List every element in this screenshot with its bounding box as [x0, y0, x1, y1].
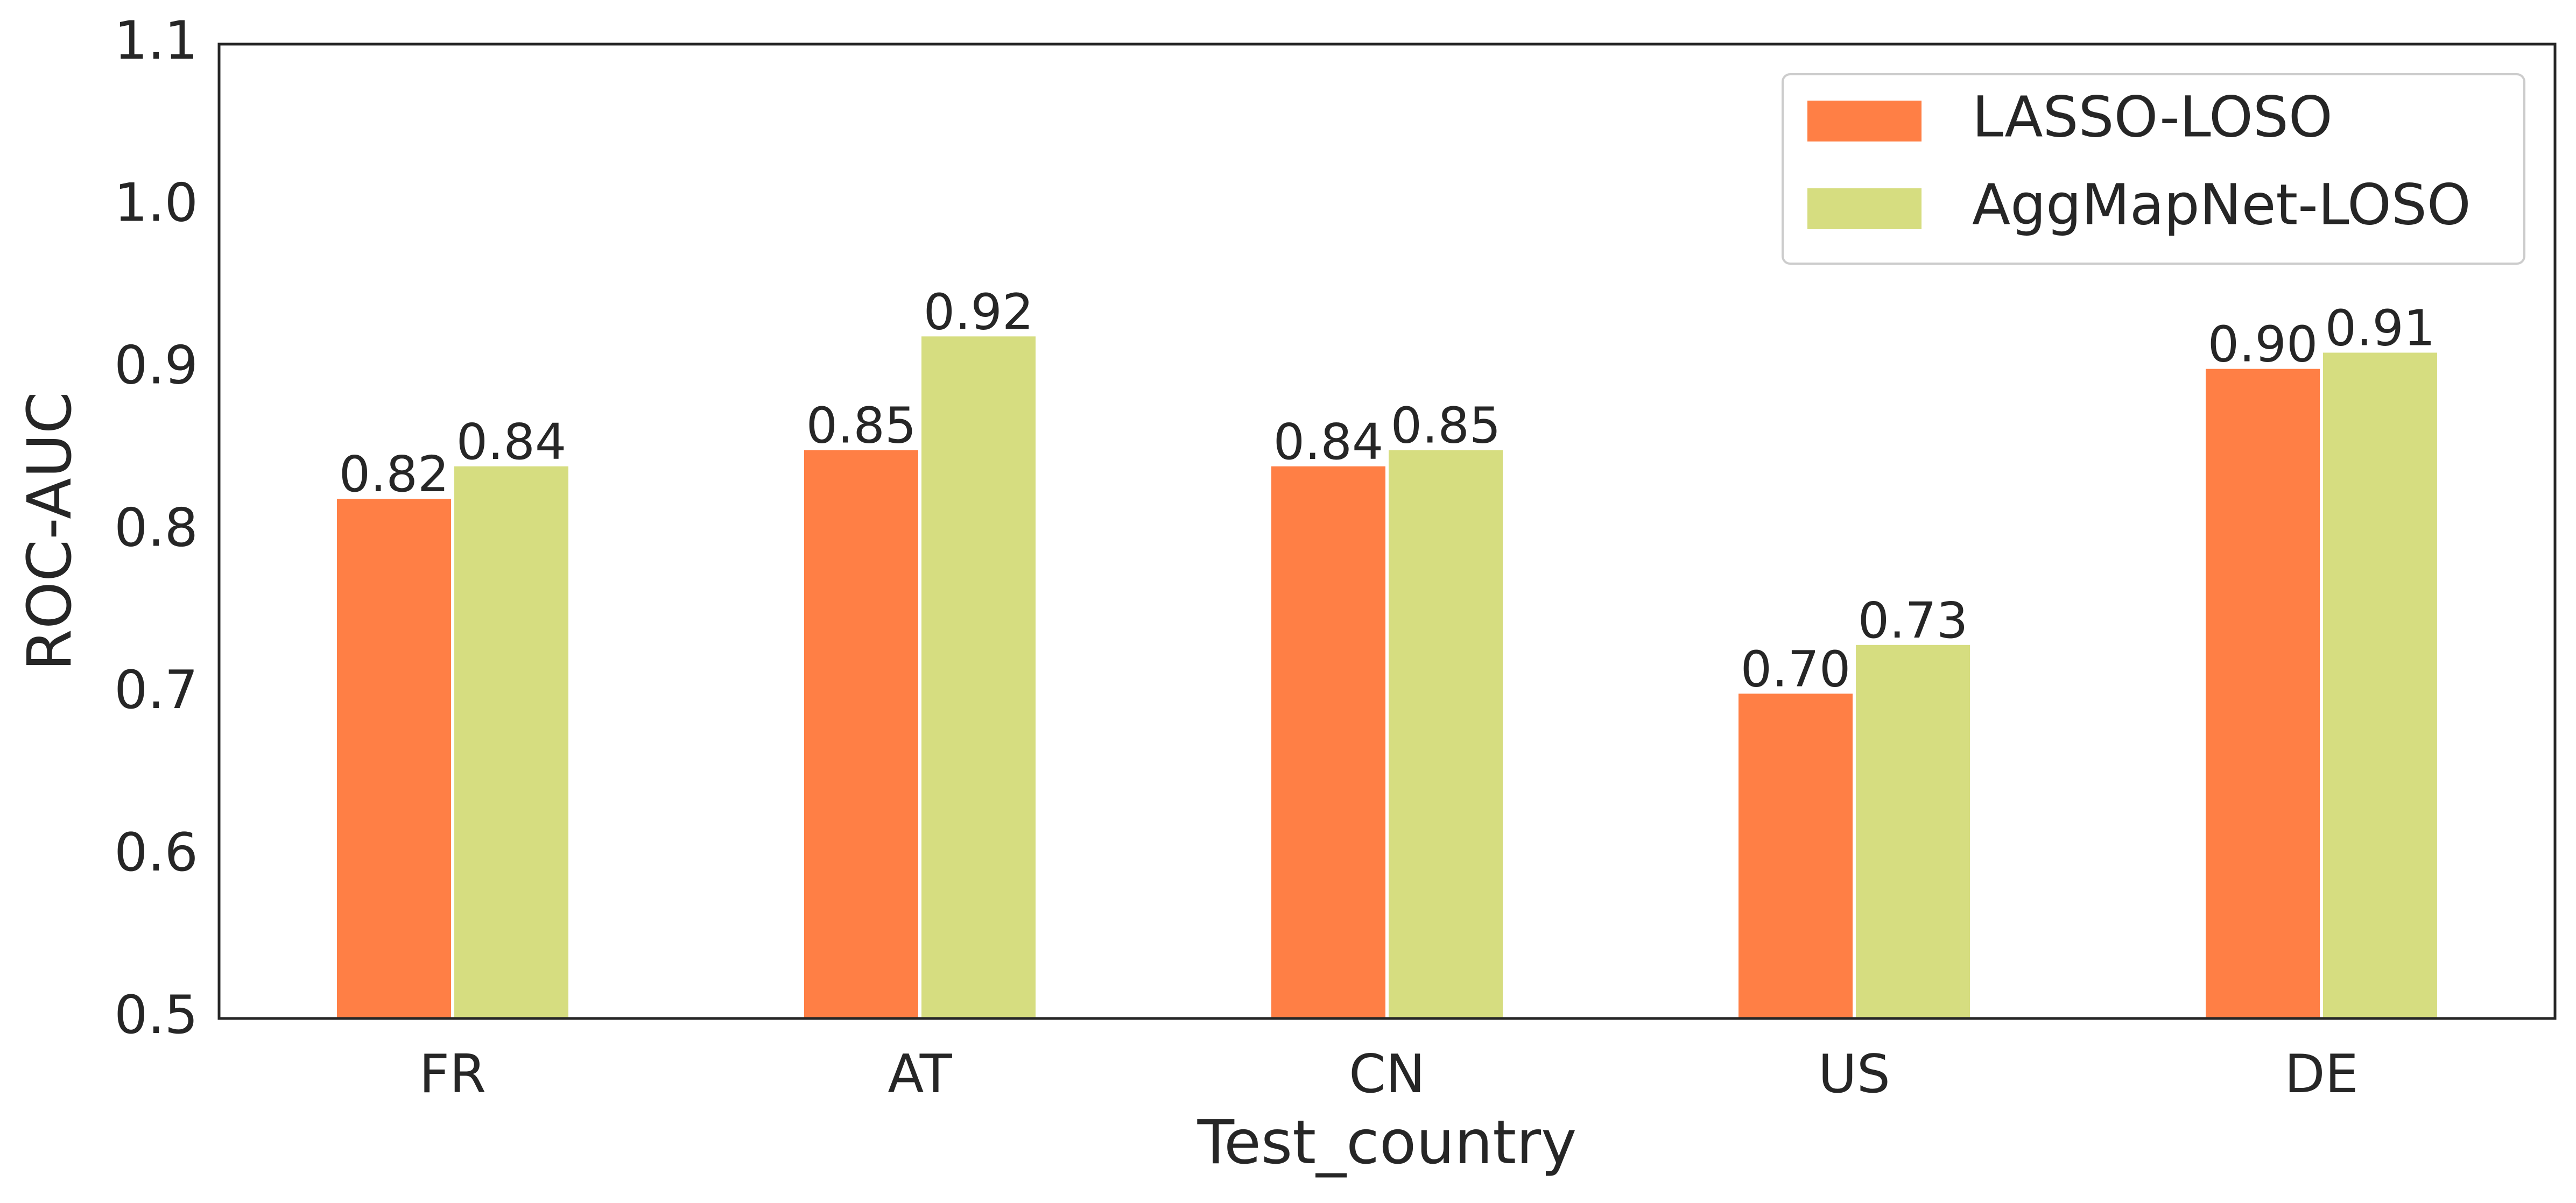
value-label: 0.70: [1741, 640, 1851, 698]
x-tick-label: FR: [419, 1044, 486, 1105]
bar-aggmapnet-loso-fr: [454, 466, 568, 1019]
y-axis-ticks: 0.5 0.6 0.7 0.8 0.9 1.0 1.1: [114, 10, 198, 1046]
bar-aggmapnet-loso-at: [921, 336, 1036, 1018]
y-tick-label: 1.0: [114, 173, 198, 234]
y-tick-label: 1.1: [114, 10, 198, 72]
value-label: 0.84: [456, 413, 567, 471]
legend-label: AggMapNet-LOSO: [1972, 172, 2471, 237]
value-label: 0.82: [339, 445, 449, 503]
bar-lasso-loso-de: [2206, 369, 2320, 1018]
y-tick-label: 0.9: [114, 335, 198, 397]
bar-lasso-loso-fr: [337, 499, 451, 1018]
legend-swatch: [1807, 101, 1922, 141]
bar-lasso-loso-at: [804, 450, 918, 1019]
plot-frame: [217, 43, 2557, 1020]
legend-swatch: [1807, 188, 1922, 229]
bar-aggmapnet-loso-cn: [1389, 450, 1503, 1019]
legend-label: LASSO-LOSO: [1972, 84, 2333, 150]
value-labels-layer: 0.820.84 0.850.920.84 0.850.700.730.90 0.91: [339, 283, 2436, 698]
bar-aggmapnet-loso-de: [2323, 352, 2437, 1018]
legend-frame: [1782, 73, 2525, 265]
x-axis-ticks: FR AT CN US DE: [419, 1044, 2359, 1105]
value-label: 0.73: [1858, 592, 1968, 649]
bars-layer: [337, 336, 2437, 1019]
bar-lasso-loso-cn: [1271, 466, 1385, 1019]
value-label: 0.85: [1391, 397, 1501, 455]
y-tick-label: 0.7: [114, 660, 198, 721]
x-axis-label: Test_country: [1197, 1108, 1577, 1178]
y-tick-label: 0.8: [114, 497, 198, 558]
x-tick-label: US: [1818, 1044, 1890, 1105]
bar-lasso-loso-us: [1739, 694, 1853, 1018]
legend: LASSO-LOSO AggMapNet-LOSO: [1782, 73, 2525, 265]
y-axis-label: ROC-AUC: [15, 392, 85, 671]
bar-aggmapnet-loso-us: [1856, 645, 1970, 1018]
value-label: 0.91: [2325, 299, 2436, 357]
x-tick-label: DE: [2284, 1044, 2358, 1105]
value-label: 0.84: [1273, 413, 1384, 471]
y-tick-label: 0.5: [114, 985, 198, 1046]
y-tick-label: 0.6: [114, 822, 198, 883]
value-label: 0.90: [2208, 316, 2318, 373]
x-tick-label: AT: [888, 1044, 952, 1105]
value-label: 0.92: [924, 283, 1034, 341]
x-tick-label: CN: [1349, 1044, 1425, 1105]
value-label: 0.85: [806, 397, 917, 455]
